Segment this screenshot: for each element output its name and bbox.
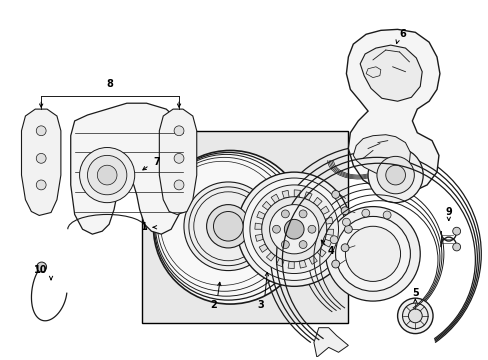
Polygon shape xyxy=(262,201,271,210)
Circle shape xyxy=(155,154,297,296)
Circle shape xyxy=(329,236,337,244)
Circle shape xyxy=(97,165,117,185)
Circle shape xyxy=(367,148,422,203)
Circle shape xyxy=(284,219,304,239)
Circle shape xyxy=(272,225,280,233)
Circle shape xyxy=(174,126,183,136)
Text: 5: 5 xyxy=(411,288,418,298)
Circle shape xyxy=(335,216,409,291)
Polygon shape xyxy=(159,109,196,215)
Circle shape xyxy=(153,150,306,304)
Circle shape xyxy=(36,153,46,163)
Polygon shape xyxy=(304,192,311,200)
Text: 9: 9 xyxy=(445,207,451,216)
Polygon shape xyxy=(21,109,61,215)
Circle shape xyxy=(344,225,351,233)
Circle shape xyxy=(376,156,413,194)
Circle shape xyxy=(341,207,348,215)
Circle shape xyxy=(174,180,183,190)
Circle shape xyxy=(36,126,46,136)
Polygon shape xyxy=(313,197,322,206)
Text: 10: 10 xyxy=(34,265,48,275)
Text: 6: 6 xyxy=(398,29,405,39)
Polygon shape xyxy=(317,248,325,257)
Text: 7: 7 xyxy=(153,157,160,167)
Circle shape xyxy=(281,210,289,218)
Text: 8: 8 xyxy=(106,78,113,89)
Polygon shape xyxy=(320,206,328,215)
Circle shape xyxy=(345,226,400,282)
Circle shape xyxy=(249,185,338,274)
Circle shape xyxy=(299,240,306,248)
Polygon shape xyxy=(346,30,439,194)
Polygon shape xyxy=(360,45,421,101)
Polygon shape xyxy=(254,223,262,229)
Polygon shape xyxy=(270,194,279,203)
Circle shape xyxy=(183,182,272,271)
Polygon shape xyxy=(325,217,332,224)
Circle shape xyxy=(341,244,348,252)
Polygon shape xyxy=(259,244,267,252)
Text: 2: 2 xyxy=(210,300,216,310)
Circle shape xyxy=(383,211,390,219)
Polygon shape xyxy=(323,239,331,247)
Polygon shape xyxy=(255,234,263,242)
Circle shape xyxy=(281,240,289,248)
Polygon shape xyxy=(71,103,183,234)
Circle shape xyxy=(87,156,126,195)
Circle shape xyxy=(331,190,339,198)
Circle shape xyxy=(299,210,306,218)
Circle shape xyxy=(174,153,183,163)
Circle shape xyxy=(407,309,421,323)
Polygon shape xyxy=(276,258,284,267)
Circle shape xyxy=(452,243,460,251)
Circle shape xyxy=(397,298,432,334)
Polygon shape xyxy=(352,135,409,175)
Polygon shape xyxy=(294,190,300,197)
Polygon shape xyxy=(287,261,294,269)
Text: 3: 3 xyxy=(257,300,264,310)
Circle shape xyxy=(160,161,284,285)
Text: 4: 4 xyxy=(326,246,333,256)
Polygon shape xyxy=(366,67,380,78)
Circle shape xyxy=(188,187,267,266)
Circle shape xyxy=(402,303,427,329)
Circle shape xyxy=(342,218,349,226)
Polygon shape xyxy=(282,190,288,198)
Circle shape xyxy=(37,262,46,272)
Circle shape xyxy=(243,178,345,280)
Polygon shape xyxy=(256,211,264,219)
Circle shape xyxy=(385,165,405,185)
Circle shape xyxy=(452,227,460,235)
Circle shape xyxy=(193,192,262,261)
Circle shape xyxy=(325,207,419,301)
Circle shape xyxy=(237,172,350,286)
Circle shape xyxy=(261,197,326,262)
Polygon shape xyxy=(313,328,347,357)
Polygon shape xyxy=(266,252,275,261)
Circle shape xyxy=(361,209,369,217)
Polygon shape xyxy=(299,260,306,268)
Circle shape xyxy=(213,212,243,241)
Circle shape xyxy=(269,204,318,254)
Circle shape xyxy=(157,157,291,291)
Circle shape xyxy=(80,148,135,203)
Text: 1: 1 xyxy=(141,222,148,232)
Circle shape xyxy=(331,260,339,268)
Circle shape xyxy=(154,152,302,300)
Circle shape xyxy=(206,204,249,248)
Polygon shape xyxy=(308,256,317,264)
Circle shape xyxy=(307,225,315,233)
Circle shape xyxy=(36,180,46,190)
Polygon shape xyxy=(325,229,333,235)
FancyBboxPatch shape xyxy=(142,131,347,323)
